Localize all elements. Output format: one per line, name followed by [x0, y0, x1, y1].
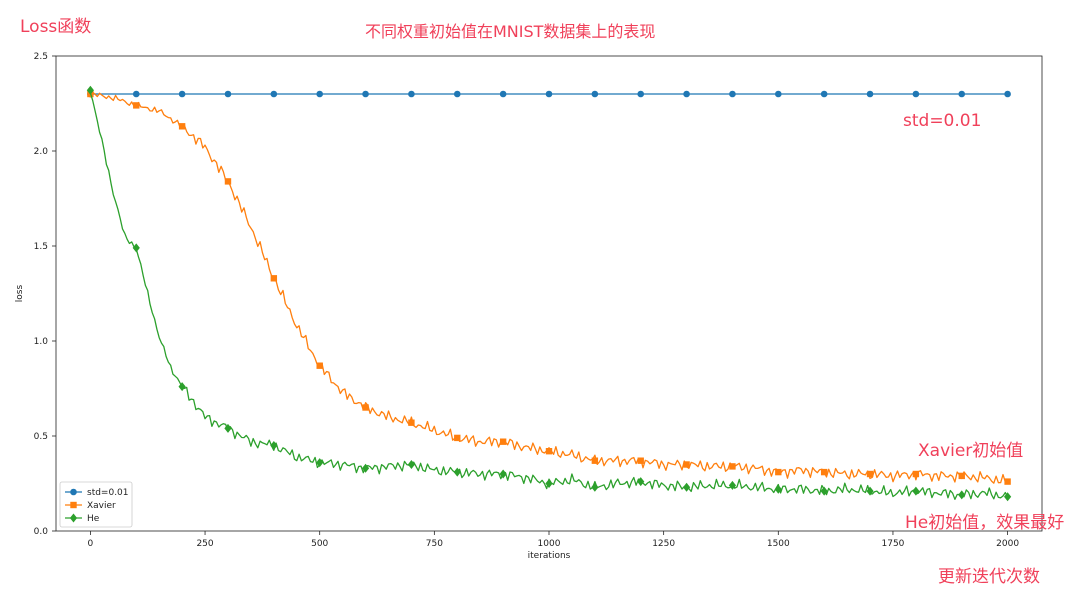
data-point-std-0-01 [637, 90, 645, 98]
series-he [86, 85, 1012, 502]
x-axis-label: iterations [528, 551, 571, 561]
data-point-std-0-01 [958, 90, 966, 98]
data-point-xavier [408, 419, 415, 426]
data-point-he [316, 458, 324, 468]
y-tick-label: 1.5 [34, 242, 48, 252]
data-point-std-0-01 [775, 90, 782, 98]
data-point-xavier [499, 438, 507, 445]
data-point-he [545, 479, 553, 488]
data-point-std-0-01 [178, 90, 186, 98]
legend-label: He [87, 514, 100, 524]
data-point-he [866, 486, 874, 496]
x-tick-label: 1750 [882, 539, 905, 549]
x-tick-label: 1250 [652, 539, 675, 549]
data-point-he [453, 467, 461, 477]
data-point-xavier [224, 178, 232, 185]
data-point-he [958, 490, 966, 500]
data-point-xavier [270, 275, 278, 282]
x-tick-label: 1500 [767, 539, 790, 549]
iterations-annotation: 更新迭代次数 [938, 567, 1040, 587]
data-point-he [728, 480, 737, 490]
data-point-std-0-01 [1004, 90, 1011, 98]
data-point-std-0-01 [270, 90, 278, 98]
data-point-xavier [454, 434, 461, 442]
xavier-annotation: Xavier初始值 [918, 441, 1024, 461]
x-tick-label: 250 [196, 539, 213, 549]
x-tick-label: 500 [311, 539, 328, 549]
data-point-std-0-01 [362, 90, 369, 98]
data-point-std-0-01 [866, 90, 874, 98]
data-point-xavier [683, 461, 690, 468]
chart-title-annotation: 不同权重初始值在MNIST数据集上的表现 [365, 22, 656, 41]
legend-box [59, 481, 133, 528]
data-point-he [682, 482, 691, 492]
data-point-he [407, 460, 416, 469]
data-point-he [591, 482, 599, 492]
data-point-xavier [866, 470, 874, 478]
series-line-he [89, 92, 1009, 500]
data-point-std-0-01 [820, 90, 828, 98]
legend-label: Xavier [87, 501, 116, 511]
legend-label: std=0.01 [87, 488, 129, 498]
std-annotation: std=0.01 [903, 111, 982, 131]
data-point-he [637, 477, 645, 487]
data-point-he [86, 85, 94, 95]
legend-marker [70, 501, 77, 509]
loss-function-annotation: Loss函数 [20, 17, 92, 37]
legend-marker [70, 488, 77, 496]
series-line-xavier [89, 91, 1008, 484]
data-point-he [178, 382, 186, 392]
data-point-xavier [133, 102, 140, 109]
data-point-he [270, 441, 278, 450]
data-point-std-0-01 [545, 90, 553, 98]
data-point-std-0-01 [316, 90, 323, 98]
legend: std=0.01 Xavier He [59, 481, 133, 528]
data-point-std-0-01 [683, 90, 690, 98]
y-axis-label: loss [15, 284, 25, 302]
x-tick-label: 2000 [996, 539, 1019, 549]
data-point-std-0-01 [224, 90, 232, 98]
series-std-0-01 [87, 90, 1011, 98]
y-tick-label: 2.0 [34, 147, 49, 157]
data-point-std-0-01 [132, 90, 140, 98]
plot-frame [55, 55, 1043, 532]
data-point-std-0-01 [729, 90, 736, 98]
series-xavier [87, 90, 1011, 485]
data-point-xavier [545, 448, 553, 455]
y-tick-label: 0.0 [34, 527, 49, 537]
data-point-he [224, 423, 232, 433]
data-point-xavier [316, 362, 323, 369]
data-point-he [361, 463, 370, 473]
data-point-xavier [591, 457, 599, 464]
y-tick-label: 0.5 [34, 432, 48, 442]
data-point-xavier [729, 463, 736, 470]
x-tick-label: 750 [426, 539, 443, 549]
data-point-xavier [820, 468, 828, 476]
data-point-std-0-01 [453, 90, 461, 98]
data-point-xavier [178, 123, 186, 130]
data-point-std-0-01 [591, 90, 599, 98]
he-annotation: He初始值，效果最好 [905, 513, 1065, 533]
data-point-he [774, 484, 782, 494]
data-point-xavier [362, 404, 369, 411]
data-point-he [132, 243, 140, 253]
x-tick-label: 1000 [538, 539, 561, 549]
data-point-he [912, 486, 920, 496]
data-point-xavier [775, 468, 782, 476]
data-point-xavier [958, 472, 965, 480]
data-point-he [1004, 492, 1012, 502]
data-point-xavier [912, 470, 920, 478]
data-point-xavier [637, 457, 644, 464]
data-point-std-0-01 [912, 90, 920, 98]
data-point-std-0-01 [408, 90, 415, 98]
legend-marker [69, 513, 78, 523]
data-point-he [499, 469, 507, 479]
y-tick-label: 2.5 [34, 52, 48, 62]
data-point-xavier [1004, 478, 1011, 485]
x-tick-label: 0 [88, 539, 94, 549]
y-tick-label: 1.0 [34, 337, 49, 347]
data-point-std-0-01 [499, 90, 507, 98]
data-point-he [820, 486, 828, 496]
